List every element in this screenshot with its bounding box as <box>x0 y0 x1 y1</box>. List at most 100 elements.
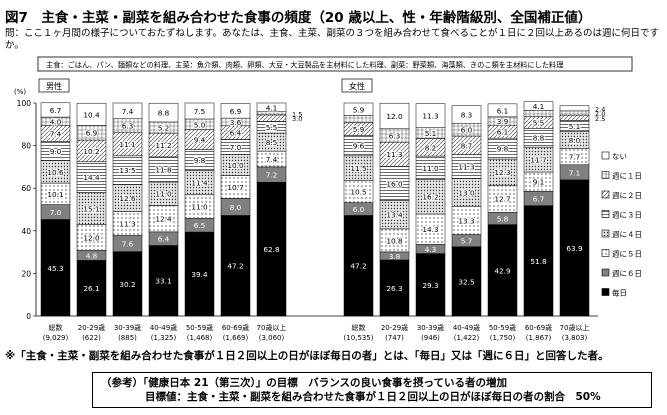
category-label: 30-39歳 <box>114 323 141 332</box>
data-label: 5.8 <box>497 214 509 223</box>
group-label-box <box>38 78 70 93</box>
data-label: 12.0 <box>83 233 100 242</box>
data-label: 7.6 <box>122 240 134 249</box>
bar-segment <box>415 253 446 317</box>
data-label: 12.7 <box>494 195 511 204</box>
data-label: 10.1 <box>47 190 63 199</box>
data-label: 13.3 <box>458 216 475 225</box>
bar-segment <box>148 102 179 123</box>
category-label: 30-39歳 <box>417 323 444 332</box>
data-label: 6.1 <box>497 128 509 137</box>
data-label: 8.0 <box>230 203 242 212</box>
category-count-label: (1,669) <box>223 334 249 342</box>
data-label: 47.2 <box>227 262 243 271</box>
bar-segment <box>76 161 107 193</box>
data-label: 5.2 <box>158 123 170 132</box>
data-label: 47.2 <box>350 262 366 271</box>
data-label: 11.3 <box>386 150 403 159</box>
data-label: 62.8 <box>263 245 280 254</box>
bar-segment <box>523 205 554 317</box>
category-count-label: (885) <box>118 334 137 342</box>
legend-swatch <box>601 171 610 179</box>
bar-segment <box>559 105 590 112</box>
data-label: 6.1 <box>497 106 509 115</box>
data-label: 14.3 <box>422 225 439 234</box>
bar-segment <box>76 192 107 225</box>
category-label: 60-69歳 <box>525 323 552 332</box>
bar-segment <box>184 231 215 317</box>
bar-segment <box>184 102 215 120</box>
data-label: 13.4 <box>386 211 403 220</box>
data-label: 11.3 <box>422 112 439 121</box>
legend-swatch <box>601 229 610 238</box>
bar-segment <box>76 224 107 251</box>
bar-segment <box>487 184 518 213</box>
category-label: 20-29歳 <box>381 323 408 332</box>
data-label: 45.3 <box>47 264 64 273</box>
category-count-label: (1,468) <box>187 334 213 342</box>
data-label: 5.0 <box>194 120 206 129</box>
bar-segment <box>451 178 482 207</box>
legend-swatch <box>601 249 610 257</box>
legend-label: 週に４日 <box>612 230 642 239</box>
data-label: 1.5 <box>292 110 302 118</box>
definition-box-text: 主食：ごはん、パン、麺類などの料理、主菜：魚介類、肉類、卵類、大豆・大豆製品を主… <box>46 61 563 70</box>
data-label: 10.2 <box>83 147 99 156</box>
page-title: 図7 主食・主菜・副菜を組み合わせた食事の頻度（20 歳以上、性・年齢階級別、全… <box>5 10 592 26</box>
data-label: 3.8 <box>389 252 401 261</box>
stacked-bar-chart: 主食：ごはん、パン、麺類などの料理、主菜：魚介類、肉類、卵類、大豆・大豆製品を主… <box>14 56 642 342</box>
data-label: 13.0 <box>458 188 475 197</box>
data-label: 8.3 <box>461 110 473 119</box>
data-label: 7.2 <box>266 171 278 180</box>
data-label: 11.0 <box>155 190 172 199</box>
legend-label: 週に１日 <box>612 172 642 181</box>
footnote: ※「主食・主菜・副菜を組み合わせた食事が１日２回以上の日がほぼ毎日の者」とは、「… <box>5 350 609 362</box>
reference-line-2: 目標値：主食・主菜・副菜を組み合わせた食事が１日２回以上の日がほぼ毎日の者の割合… <box>145 391 601 403</box>
category-count-label: (1,867) <box>526 334 552 342</box>
category-count-label: (3,803) <box>562 334 588 342</box>
data-label: 5.1 <box>569 122 581 131</box>
legend-label: 週に６日 <box>612 269 642 278</box>
bar-segment <box>451 105 482 124</box>
group-label: 男性 <box>46 81 62 91</box>
bar-segment <box>220 215 251 317</box>
data-label: 14.4 <box>83 173 100 182</box>
data-label: 3.0 <box>292 115 302 123</box>
data-label: 30.2 <box>119 280 135 289</box>
y-tick-label: 60 <box>21 184 31 193</box>
bar-segment <box>559 110 590 116</box>
data-label: 7.1 <box>569 168 581 177</box>
data-label: 26.1 <box>83 284 99 293</box>
data-label: 5.1 <box>425 129 437 138</box>
bar-segment <box>523 110 554 117</box>
category-count-label: (1,750) <box>490 334 516 342</box>
bar-segment <box>76 102 107 126</box>
category-label: 40-49歳 <box>453 323 480 332</box>
data-label: 4.1 <box>533 102 545 111</box>
data-label: 12.0 <box>386 112 403 121</box>
data-label: 11.0 <box>191 203 208 212</box>
data-label: 8.0 <box>569 136 581 145</box>
bar-segment <box>220 103 251 119</box>
category-label: 総数 <box>49 323 63 332</box>
category-count-label: (747) <box>385 334 404 342</box>
bar-segment <box>379 166 410 201</box>
data-label: 10.7 <box>227 183 244 192</box>
bar-segment <box>523 146 554 173</box>
category-count-label: (1,325) <box>151 334 177 342</box>
data-label: 7.4 <box>122 107 134 116</box>
data-label: 7.0 <box>50 208 62 217</box>
data-label: 9.6 <box>353 142 365 151</box>
data-label: 6.4 <box>230 129 242 138</box>
data-label: 8.8 <box>533 134 545 143</box>
bar-segment <box>379 259 410 317</box>
data-label: 11.5 <box>350 164 366 173</box>
data-label: 6.0 <box>353 205 365 214</box>
data-label: 12.4 <box>155 215 172 224</box>
data-label: 5.7 <box>461 237 473 246</box>
data-label: 10.0 <box>227 161 244 170</box>
data-label: 11.0 <box>422 164 439 173</box>
data-label: 11.4 <box>191 179 208 188</box>
category-count-label: (1,422) <box>454 334 480 342</box>
definition-box-frame <box>37 56 633 72</box>
